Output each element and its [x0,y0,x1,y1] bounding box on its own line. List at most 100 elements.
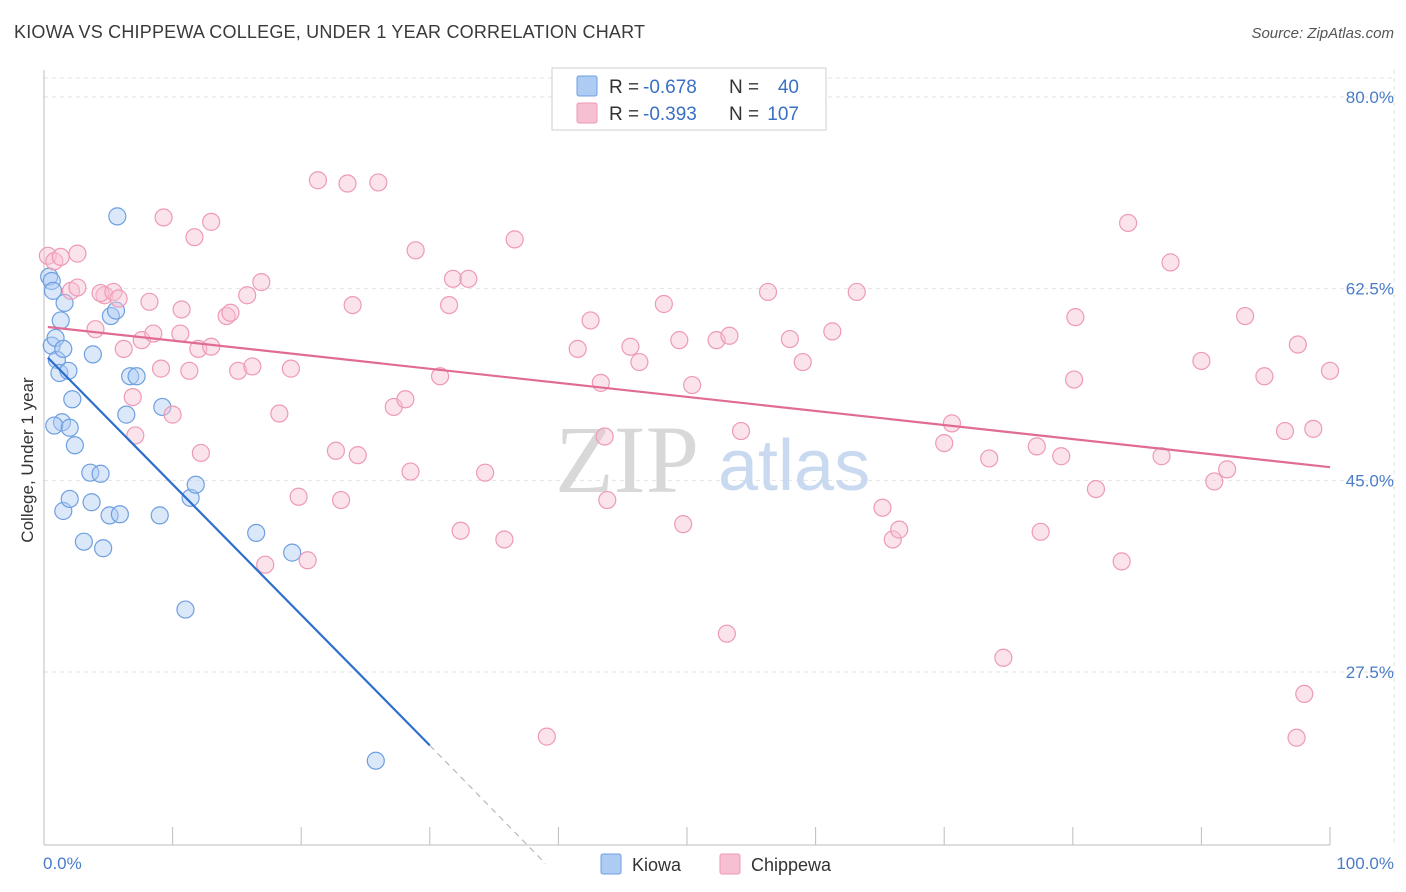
data-point-chippewa [298,551,317,570]
y-tick-labels: 80.0% 62.5% 45.0% 27.5% [1346,88,1394,682]
data-point-chippewa [1236,306,1255,326]
data-point-kiowa [108,207,127,226]
data-point-chippewa [717,624,736,643]
data-point-chippewa [191,443,210,463]
data-point-chippewa [154,208,173,227]
trend-lines [47,325,1331,865]
data-point-chippewa [123,387,142,407]
data-point-chippewa [793,352,812,372]
data-point-chippewa [890,520,909,539]
data-point-chippewa [1192,351,1211,371]
data-point-chippewa [180,361,199,380]
data-point-chippewa [91,283,110,303]
data-point-chippewa [1320,361,1340,380]
data-point-kiowa [121,367,140,386]
y-tick-label: 80.0% [1346,88,1394,107]
data-point-chippewa [430,367,450,386]
trend-line-kiowa [47,356,431,747]
data-point-chippewa [281,359,301,378]
trend-extension-kiowa [429,744,546,865]
data-point-kiowa [283,543,302,562]
data-point-kiowa [91,464,110,483]
data-point-chippewa [581,311,600,330]
data-point-chippewa [568,339,587,359]
data-point-chippewa [1031,522,1050,541]
data-point-chippewa [338,174,357,193]
data-point-chippewa [221,303,240,322]
data-point-kiowa [51,311,70,330]
data-point-chippewa [202,212,221,231]
data-point-chippewa [1287,728,1306,747]
data-point-chippewa [114,339,133,359]
data-point-chippewa [980,449,999,468]
data-point-chippewa [140,292,159,311]
data-point-chippewa [185,228,204,247]
data-point-chippewa [1255,367,1274,386]
data-point-chippewa [86,320,105,339]
data-point-kiowa [74,532,93,551]
data-point-chippewa [326,441,346,460]
data-point-kiowa [150,506,169,525]
data-point-chippewa [598,490,617,510]
chart-source: Source: ZipAtlas.com [1251,25,1394,42]
data-point-chippewa [670,331,689,350]
data-point-chippewa [654,294,673,314]
bottom-legend-swatch-chippewa [719,853,741,875]
data-point-chippewa [439,295,459,315]
data-point-kiowa [247,523,266,543]
data-point-chippewa [1086,479,1106,499]
data-point-chippewa [621,337,640,356]
legend-frame [551,67,827,131]
legend-r-label-chippewa: R = [609,104,639,125]
data-point-chippewa [451,521,470,540]
legend-swatch-chippewa [576,102,598,124]
bottom-legend-label-chippewa: Chippewa [751,855,832,875]
data-point-chippewa [630,352,649,372]
data-point-chippewa [1064,370,1084,389]
data-point-kiowa [366,751,385,770]
data-point-chippewa [51,247,70,267]
data-point-chippewa [823,322,842,341]
data-point-chippewa [163,405,182,424]
data-point-chippewa [68,244,87,263]
data-point-chippewa [331,490,351,510]
data-point-chippewa [406,241,425,260]
data-point-chippewa [674,515,693,534]
data-point-chippewa [172,300,191,319]
data-point-chippewa [256,555,275,574]
data-point-chippewa [109,289,128,308]
data-point-chippewa [1304,419,1323,438]
data-point-chippewa [1275,421,1295,441]
data-point-chippewa [1066,308,1085,327]
data-point-kiowa [153,397,172,417]
watermark: ZIP atlas [555,406,870,513]
data-point-chippewa [1205,472,1224,491]
data-point-chippewa [994,648,1013,667]
data-point-chippewa [720,326,739,345]
data-point-chippewa [731,421,751,441]
data-point-kiowa [176,600,195,619]
data-point-chippewa [289,487,308,506]
data-point-chippewa [780,329,799,349]
legend-n-label-chippewa: N = [729,104,759,125]
data-point-chippewa [396,390,415,409]
data-point-kiowa [42,271,61,291]
legend-n-label-kiowa: N = [729,77,759,98]
data-point-kiowa [117,405,136,424]
data-point-chippewa [883,530,902,549]
data-point-chippewa [151,359,171,378]
data-point-kiowa [60,418,79,437]
data-point-kiowa [43,281,63,300]
data-point-chippewa [1027,437,1046,456]
legend-n-value-chippewa: 107 [767,104,799,125]
watermark-zip: ZIP [555,406,699,513]
data-point-chippewa [505,230,524,249]
y-axis-label: College, Under 1 year [18,377,37,543]
data-point-chippewa [238,286,257,305]
data-point-chippewa [942,414,962,433]
data-point-chippewa [758,282,778,302]
data-point-chippewa [1295,684,1314,704]
data-point-chippewa [537,727,556,746]
data-point-chippewa [243,357,262,376]
